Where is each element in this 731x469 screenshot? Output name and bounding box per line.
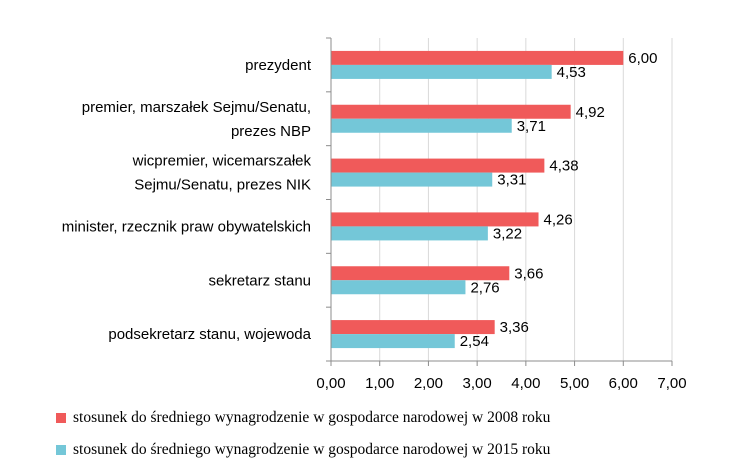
data-label: 2,76 bbox=[470, 279, 499, 296]
x-tick-label: 3,00 bbox=[463, 375, 492, 392]
x-tick-label: 6,00 bbox=[609, 375, 638, 392]
category-label: premier, marszałek Sejmu/Senatu, bbox=[82, 99, 311, 116]
bar bbox=[331, 212, 539, 227]
data-label: 3,66 bbox=[514, 265, 543, 282]
legend-swatch-2015 bbox=[56, 445, 66, 455]
x-tick-label: 2,00 bbox=[414, 375, 443, 392]
bar bbox=[331, 104, 571, 119]
data-label: 4,92 bbox=[576, 104, 605, 121]
x-tick-label: 0,00 bbox=[316, 375, 345, 392]
x-tick-label: 7,00 bbox=[657, 375, 686, 392]
category-label: prezes NBP bbox=[231, 123, 311, 140]
bar bbox=[331, 118, 512, 133]
data-label: 3,36 bbox=[500, 319, 529, 336]
legend-label-2008: stosunek do średniego wynagrodzenie w go… bbox=[73, 409, 551, 426]
data-label: 3,71 bbox=[517, 118, 546, 135]
category-label: sekretarz stanu bbox=[208, 272, 311, 289]
data-label: 4,38 bbox=[549, 158, 578, 175]
bar bbox=[331, 334, 455, 349]
data-label: 3,22 bbox=[493, 225, 522, 242]
category-label: prezydent bbox=[245, 57, 312, 74]
legend-item-2015: stosunek do średniego wynagrodzenie w go… bbox=[56, 441, 550, 459]
bar bbox=[331, 320, 495, 335]
bar bbox=[331, 50, 624, 65]
category-label: minister, rzecznik praw obywatelskich bbox=[62, 218, 311, 235]
data-label: 3,31 bbox=[497, 172, 526, 189]
bar bbox=[331, 226, 488, 241]
x-tick-label: 1,00 bbox=[365, 375, 394, 392]
data-label: 4,26 bbox=[544, 211, 573, 228]
legend-item-2008: stosunek do średniego wynagrodzenie w go… bbox=[56, 409, 550, 427]
legend-swatch-2008 bbox=[56, 413, 66, 423]
bar bbox=[331, 280, 466, 295]
bar bbox=[331, 158, 545, 173]
x-tick-label: 4,00 bbox=[511, 375, 540, 392]
bar bbox=[331, 266, 510, 281]
category-label: podsekretarz stanu, wojewoda bbox=[108, 326, 311, 343]
bar bbox=[331, 64, 552, 79]
data-label: 4,53 bbox=[557, 64, 586, 81]
bar bbox=[331, 172, 493, 187]
data-label: 6,00 bbox=[628, 50, 657, 67]
legend-label-2015: stosunek do średniego wynagrodzenie w go… bbox=[73, 441, 551, 458]
data-label: 2,54 bbox=[460, 333, 489, 350]
category-label: Sejmu/Senatu, prezes NIK bbox=[134, 177, 311, 194]
x-tick-label: 5,00 bbox=[560, 375, 589, 392]
category-label: wicpremier, wicemarszałek bbox=[132, 153, 312, 170]
